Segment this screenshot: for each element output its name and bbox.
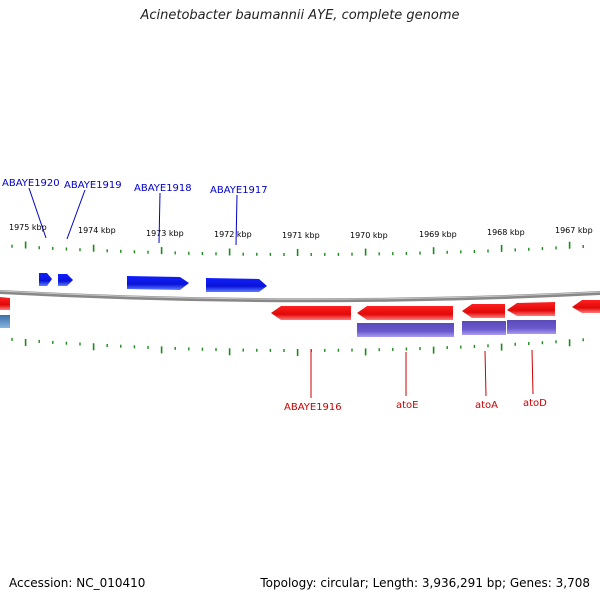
scale-label-1968: 1968 kbp	[487, 228, 525, 237]
leader-abaye1918	[158, 192, 161, 244]
leader-atoa	[484, 350, 487, 397]
genome-backbone	[0, 290, 600, 303]
scale-label-1970: 1970 kbp	[350, 231, 388, 240]
scale-label-1972: 1972 kbp	[214, 230, 252, 239]
genome-backbone-highlight	[0, 290, 600, 300]
scale-label-1971: 1971 kbp	[282, 231, 320, 240]
gene-left-edge[interactable]	[0, 297, 10, 310]
gene-right-edge[interactable]	[572, 300, 600, 313]
gene-abaye1920[interactable]	[39, 273, 52, 286]
feature-atoe[interactable]	[357, 323, 454, 337]
scale-label-1975: 1975 kbp	[9, 223, 47, 232]
map-title: Acinetobacter baumannii AYE, complete ge…	[140, 8, 460, 23]
label-abaye1917[interactable]: ABAYE1917	[210, 185, 268, 196]
accession-text: Accession: NC_010410	[9, 576, 146, 590]
scale-ticks-inner	[11, 337, 584, 356]
scale-label-1973: 1973 kbp	[146, 229, 184, 238]
label-atoe[interactable]: atoE	[396, 400, 419, 411]
label-abaye1918[interactable]: ABAYE1918	[134, 183, 192, 194]
gene-abaye1917[interactable]	[206, 278, 267, 292]
scale-ticks-outer	[11, 241, 584, 256]
scale-label-1974: 1974 kbp	[78, 226, 116, 235]
leader-abaye1919	[66, 189, 86, 240]
gene-atoa[interactable]	[462, 304, 505, 318]
label-abaye1916[interactable]: ABAYE1916	[284, 402, 342, 413]
genome-summary-text: Topology: circular; Length: 3,936,291 bp…	[260, 576, 590, 590]
feature-left-edge[interactable]	[0, 315, 10, 328]
gene-atoe[interactable]	[357, 306, 453, 320]
feature-atoa[interactable]	[462, 321, 506, 335]
scale-label-1969: 1969 kbp	[419, 230, 457, 239]
leader-atod	[531, 349, 534, 395]
gene-abaye1916[interactable]	[271, 306, 351, 320]
gene-abaye1919[interactable]	[58, 274, 73, 286]
gene-atod[interactable]	[507, 302, 555, 316]
label-abaye1919[interactable]: ABAYE1919	[64, 180, 122, 191]
gene-abaye1918[interactable]	[127, 276, 189, 290]
leader-abaye1920	[28, 187, 47, 239]
label-abaye1920[interactable]: ABAYE1920	[2, 178, 60, 189]
scale-label-1967: 1967 kbp	[555, 226, 593, 235]
label-atoa[interactable]: atoA	[475, 400, 498, 411]
label-atod[interactable]: atoD	[523, 398, 547, 409]
leader-abaye1917	[235, 194, 238, 246]
feature-atod[interactable]	[507, 320, 556, 334]
